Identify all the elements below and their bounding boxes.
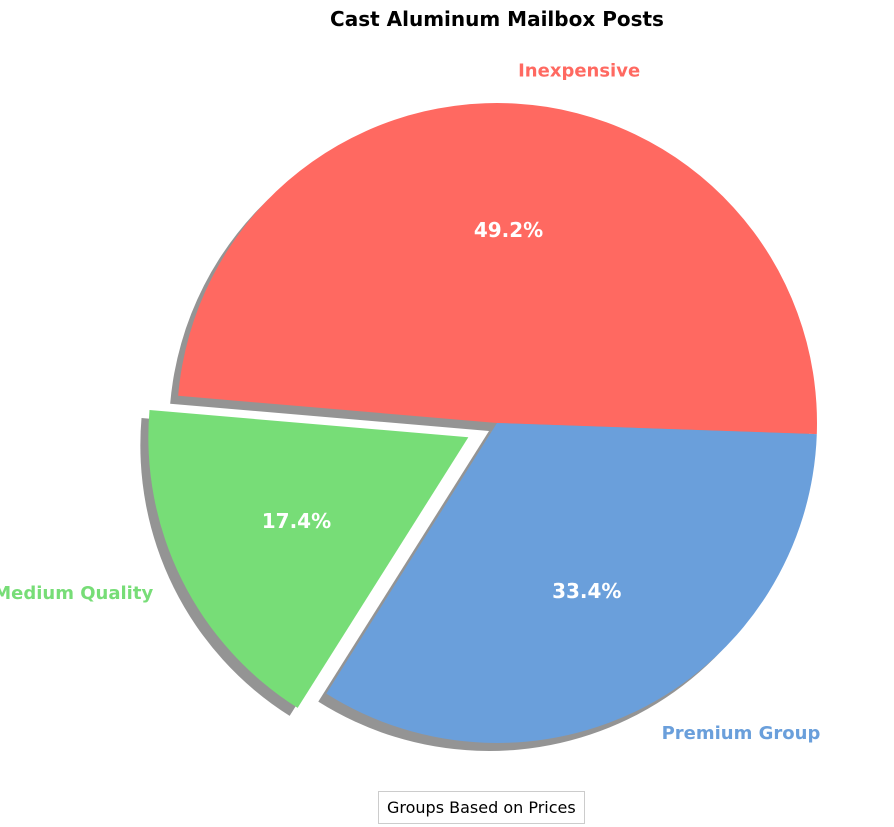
percent-label-inexpensive: 49.2% (474, 218, 543, 242)
slice-label-medium-quality: Medium Quality (0, 583, 153, 604)
legend-title: Groups Based on Prices (387, 798, 576, 817)
slice-label-inexpensive: Inexpensive (518, 61, 640, 82)
slice-premium-group (326, 423, 817, 743)
percent-label-premium-group: 33.4% (552, 579, 621, 603)
legend: Groups Based on Prices (378, 791, 585, 824)
slice-labels: Inexpensive Medium Quality Premium Group (0, 61, 820, 745)
slice-inexpensive (178, 103, 817, 435)
percent-labels: 49.2% 17.4% 33.4% (262, 218, 622, 603)
slice-medium-quality (148, 410, 469, 708)
percent-label-medium-quality: 17.4% (262, 509, 331, 533)
slice-label-premium-group: Premium Group (662, 723, 821, 744)
slices (148, 103, 817, 743)
chart-title: Cast Aluminum Mailbox Posts (330, 7, 664, 31)
